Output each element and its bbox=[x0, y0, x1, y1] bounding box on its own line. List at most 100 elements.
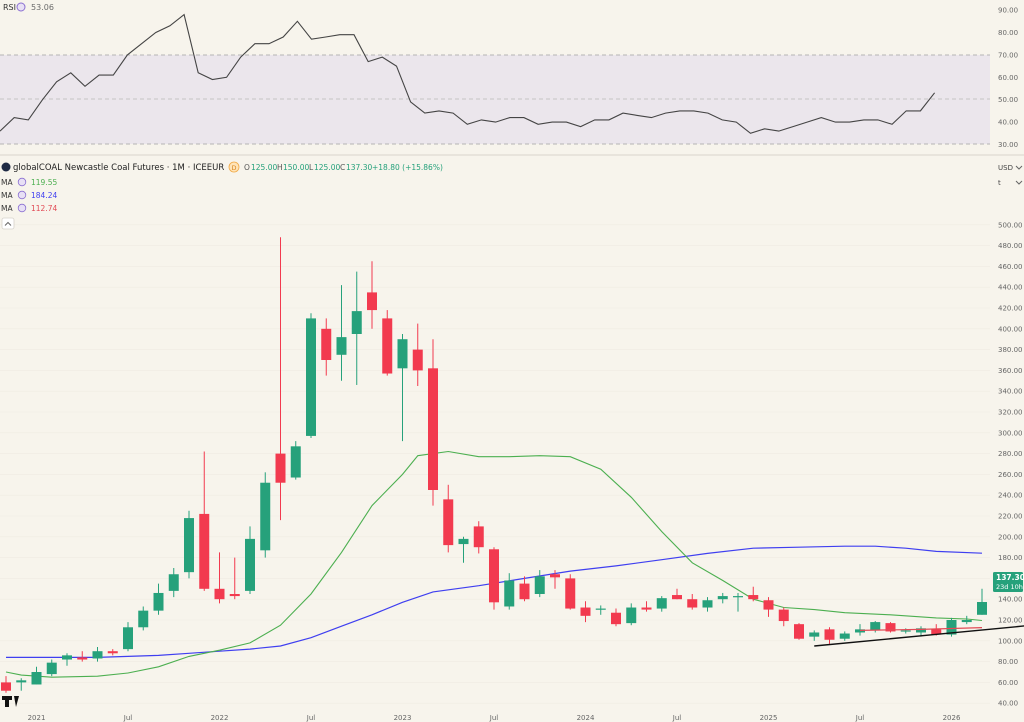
rsi-settings-icon[interactable] bbox=[16, 2, 26, 12]
time-tick-label: 2024 bbox=[577, 714, 595, 722]
candle-body bbox=[92, 651, 103, 659]
candle-body bbox=[245, 538, 255, 591]
delayed-badge-label: D bbox=[232, 164, 237, 172]
delayed-badge[interactable] bbox=[228, 161, 240, 173]
price-tick-label: 180.00 bbox=[998, 554, 1023, 562]
ohlc-high-label: H bbox=[277, 163, 283, 172]
rsi-tick-label: 50.00 bbox=[998, 96, 1018, 104]
ma-red-line-layer bbox=[859, 627, 983, 631]
time-tick-label: Jul bbox=[123, 714, 133, 722]
tradingview-logo-mark bbox=[14, 696, 19, 707]
candle-body bbox=[77, 657, 88, 660]
candle-body bbox=[900, 630, 911, 632]
candle-body bbox=[565, 578, 576, 609]
time-tick-label: 2022 bbox=[211, 714, 229, 722]
ma-settings-icon bbox=[17, 177, 27, 187]
candle-body bbox=[184, 518, 194, 573]
candle-body bbox=[275, 453, 286, 483]
ohlc-low-label: L bbox=[309, 163, 314, 172]
rsi-tick-label: 40.00 bbox=[998, 119, 1018, 127]
candle-body bbox=[153, 592, 164, 611]
ma-settings-icon bbox=[17, 190, 27, 200]
price-tick-label: 400.00 bbox=[998, 325, 1023, 333]
price-tick-label: 80.00 bbox=[998, 658, 1018, 666]
price-tick-label: 100.00 bbox=[998, 637, 1023, 645]
candle-body bbox=[763, 600, 774, 610]
time-tick-label: Jul bbox=[489, 714, 499, 722]
rsi-axis: 90.00 80.00 70.00 60.00 50.00 40.00 30.00 bbox=[998, 7, 1018, 149]
price-tick-label: 60.00 bbox=[998, 679, 1018, 687]
time-tick-label: 2023 bbox=[394, 714, 412, 722]
rsi-tick-label: 60.00 bbox=[998, 74, 1018, 82]
candle-body bbox=[138, 610, 149, 628]
unit-chevron-down-icon bbox=[1015, 180, 1023, 185]
candle-body bbox=[397, 339, 408, 369]
price-tick-label: 380.00 bbox=[998, 346, 1023, 354]
price-tick-label: 300.00 bbox=[998, 429, 1023, 437]
price-tick-label: 280.00 bbox=[998, 450, 1023, 458]
candle-body bbox=[641, 607, 652, 610]
candle-body bbox=[306, 318, 316, 436]
rsi-tick-label: 90.00 bbox=[998, 7, 1018, 15]
candle-body bbox=[809, 632, 820, 637]
time-tick-label: Jul bbox=[672, 714, 682, 722]
price-tick-label: 460.00 bbox=[998, 263, 1023, 271]
candle-body bbox=[687, 599, 698, 608]
candle-body bbox=[46, 662, 57, 675]
price-tick-label: 240.00 bbox=[998, 492, 1023, 500]
candle-body bbox=[748, 595, 759, 600]
candle-body bbox=[550, 574, 560, 578]
ma-legend-name: MA bbox=[1, 178, 13, 187]
collapse-legend-button[interactable] bbox=[1, 217, 15, 230]
candle-body bbox=[595, 608, 606, 610]
price-tick-label: 420.00 bbox=[998, 305, 1023, 313]
candle-body bbox=[794, 624, 804, 639]
ma-legend-value: 184.24 bbox=[31, 191, 57, 200]
time-tick-label: 2021 bbox=[28, 714, 46, 722]
candle-body bbox=[504, 580, 515, 607]
price-tick-label: 140.00 bbox=[998, 596, 1023, 604]
candle-body bbox=[702, 600, 713, 608]
current-price-label: 137.30 bbox=[996, 573, 1024, 582]
trendline-layer[interactable] bbox=[814, 624, 1024, 647]
candle-body bbox=[336, 337, 347, 355]
candle-body bbox=[855, 629, 865, 633]
time-axis[interactable]: 2021Jul2022Jul2023Jul2024Jul2025Jul2026J… bbox=[28, 714, 1024, 722]
ma20-line-layer bbox=[5, 450, 983, 678]
candle-body bbox=[16, 680, 27, 683]
candle-body bbox=[367, 292, 377, 311]
candle-body bbox=[839, 633, 850, 639]
ma-legend-value: 112.74 bbox=[31, 204, 57, 213]
candle-body bbox=[1, 682, 11, 691]
currency-selector[interactable]: USD bbox=[998, 164, 1013, 172]
price-axis[interactable]: 500.00 480.00 460.00 440.00 420.00 400.00 380.… bbox=[998, 221, 1023, 707]
currency-chevron-down-icon bbox=[1015, 165, 1023, 170]
candle-body bbox=[458, 538, 469, 545]
candle-body bbox=[977, 602, 987, 615]
chevron-up-icon bbox=[4, 221, 12, 226]
price-tick-label: 260.00 bbox=[998, 471, 1023, 479]
price-tick-label: 500.00 bbox=[998, 221, 1023, 229]
ma-legend: MA 119.55 MA 184.24 MA 112.74 bbox=[1, 177, 57, 213]
ma-settings-icon bbox=[17, 203, 27, 213]
candle-body bbox=[107, 651, 118, 654]
price-panel: 500.00 480.00 460.00 440.00 420.00 400.00 380.… bbox=[0, 221, 1024, 722]
price-gridlines bbox=[0, 224, 990, 704]
price-tick-label: 440.00 bbox=[998, 284, 1023, 292]
candle-body bbox=[672, 595, 682, 600]
price-tick-label: 120.00 bbox=[998, 617, 1023, 625]
rsi-line bbox=[0, 13, 936, 134]
tradingview-logo-icon bbox=[2, 696, 12, 707]
price-tick-label: 480.00 bbox=[998, 242, 1023, 250]
candle-body bbox=[229, 594, 240, 597]
ohlc-change-value: +18.80 (+15.86%) bbox=[372, 163, 443, 172]
unit-selector[interactable]: t bbox=[998, 179, 1001, 187]
symbol-title[interactable]: globalCOAL Newcastle Coal Futures · 1M ·… bbox=[13, 163, 224, 173]
time-tick-label: 2026 bbox=[943, 714, 961, 722]
price-tick-label: 200.00 bbox=[998, 533, 1023, 541]
tradingview-logo[interactable]: TV bbox=[2, 696, 19, 707]
candle-body bbox=[870, 622, 881, 631]
bar-countdown-label: 23d 10h bbox=[996, 583, 1023, 591]
candle-body bbox=[412, 349, 423, 371]
